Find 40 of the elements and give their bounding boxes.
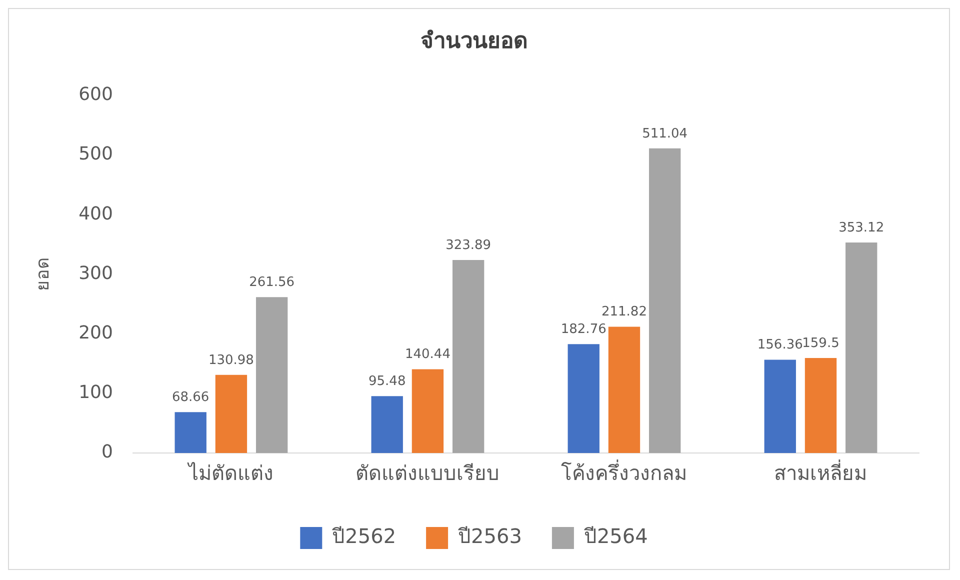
y-tick-label: 0 xyxy=(102,442,113,463)
x-tick-label: สามเหลี่ยม xyxy=(774,459,868,486)
bar xyxy=(804,358,837,453)
data-label: 68.66 xyxy=(172,390,210,405)
legend-label: ปี2563 xyxy=(458,524,522,548)
data-label: 130.98 xyxy=(208,352,254,368)
y-tick-label: 300 xyxy=(78,262,113,284)
y-tick-label: 100 xyxy=(78,382,113,404)
bar xyxy=(174,412,206,453)
x-tick-label: ไม่ตัดแต่ง xyxy=(186,461,274,486)
bar xyxy=(568,344,600,453)
y-tick-label: 200 xyxy=(78,322,113,344)
x-tick-label: โค้งครึ่งวงกลม xyxy=(561,459,688,486)
bar xyxy=(256,297,288,453)
bar xyxy=(764,360,796,453)
bar xyxy=(608,326,640,453)
bar xyxy=(649,148,681,453)
data-label: 156.36 xyxy=(757,338,803,353)
bar xyxy=(452,260,484,453)
legend-label: ปี2562 xyxy=(332,524,396,548)
data-label: 323.89 xyxy=(446,238,492,253)
data-label: 140.44 xyxy=(404,347,450,362)
data-label: 95.48 xyxy=(368,374,406,389)
data-label: 511.04 xyxy=(642,126,688,142)
data-label: 182.76 xyxy=(560,322,606,337)
data-label: 211.82 xyxy=(601,304,647,320)
chart-title: จำนวนยอด xyxy=(420,28,528,54)
bar xyxy=(846,242,878,453)
y-axis-title: ยอด xyxy=(32,257,54,292)
data-label: 261.56 xyxy=(249,274,295,290)
bar xyxy=(371,396,403,453)
data-label: 353.12 xyxy=(838,220,884,236)
bar xyxy=(412,369,444,453)
data-label: 159.5 xyxy=(802,336,840,351)
y-tick-label: 400 xyxy=(78,203,113,224)
bar xyxy=(215,374,248,453)
x-tick-label: ตัดแต่งแบบเรียบ xyxy=(356,461,500,486)
y-tick-label: 600 xyxy=(78,84,113,106)
y-tick-label: 500 xyxy=(78,144,113,165)
legend-label: ปี2564 xyxy=(584,524,648,548)
